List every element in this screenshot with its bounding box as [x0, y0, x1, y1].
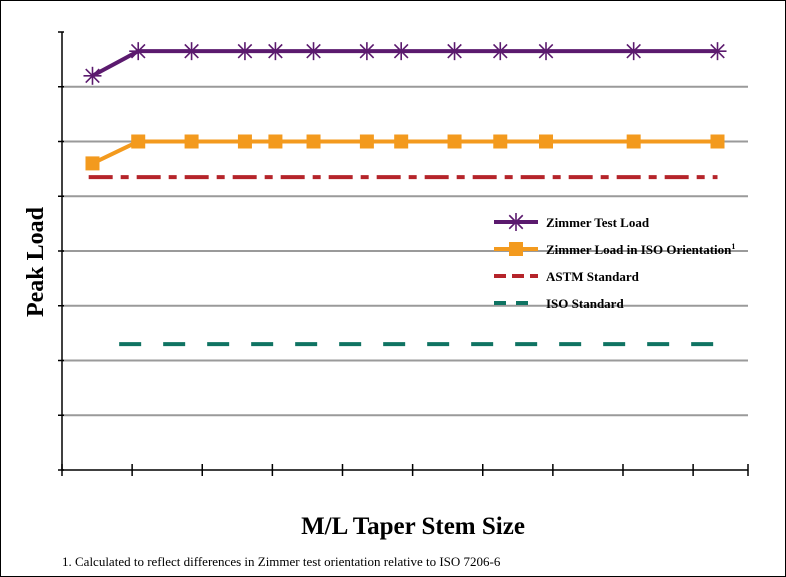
asterisk-stroke-d2: [492, 43, 508, 59]
series-2-point-2: [131, 134, 146, 149]
axes: [58, 31, 749, 476]
y-axis-label: Peak Load: [23, 206, 49, 317]
series-1-point-8: [392, 42, 411, 61]
series-1-point-13: [708, 42, 727, 61]
series-2-point-12: [626, 134, 641, 149]
series-1-point-10: [491, 42, 510, 61]
series-2-point-13: [710, 134, 725, 149]
asterisk-stroke-d2: [237, 43, 253, 59]
asterisk-stroke-d2: [447, 43, 462, 59]
legend-label-1: Zimmer Test Load: [546, 215, 650, 230]
series-2-point-3: [184, 134, 199, 149]
asterisk-stroke-d2: [393, 43, 409, 59]
legend-label-2: Zimmer Load in ISO Orientation1: [546, 242, 735, 257]
asterisk-stroke-d2: [306, 43, 321, 59]
asterisk-stroke-d2: [130, 43, 146, 59]
asterisk-stroke-d2: [626, 43, 641, 59]
series-1-point-11: [537, 42, 556, 61]
legend-item-2: Zimmer Load in ISO Orientation1: [494, 242, 735, 257]
series-2-point-8: [394, 134, 409, 149]
series-1: [83, 42, 727, 85]
asterisk-stroke-d2: [538, 43, 554, 59]
series-1-point-4: [235, 42, 254, 61]
series-1-point-12: [624, 42, 643, 61]
series-2-point-7: [359, 134, 374, 149]
legend-item-4: ISO Standard: [494, 296, 624, 311]
series-2-point-6: [306, 134, 321, 149]
series-1-point-6: [304, 42, 323, 61]
series-2-point-1: [85, 156, 100, 171]
legend-item-1: Zimmer Test Load: [494, 213, 650, 231]
legend-marker-2: [509, 242, 523, 256]
legend-label-4: ISO Standard: [546, 296, 624, 311]
series-2-point-10: [493, 134, 508, 149]
legend: Zimmer Test Load Zimmer Load in ISO Orien…: [494, 213, 735, 311]
asterisk-stroke-d2: [268, 43, 283, 59]
series-1-point-2: [129, 42, 148, 61]
legend-item-3: ASTM Standard: [494, 269, 640, 284]
series-2-point-5: [268, 134, 283, 149]
asterisk-stroke-d2: [359, 43, 375, 59]
legend-superscript: 1: [731, 242, 735, 251]
series-1-point-3: [182, 42, 201, 61]
asterisk-stroke-d2: [710, 43, 725, 59]
asterisk-stroke-d2: [508, 214, 524, 230]
footnote-text: 1. Calculated to reflect differences in …: [62, 554, 501, 569]
legend-marker-1: [507, 213, 525, 231]
series-2: [85, 134, 725, 171]
series-1-point-7: [357, 42, 376, 61]
x-axis-label: M/L Taper Stem Size: [301, 513, 525, 540]
asterisk-stroke-d2: [85, 68, 100, 84]
series-group: [83, 42, 727, 347]
legend-label-3: ASTM Standard: [546, 269, 640, 284]
series-1-point-5: [266, 42, 285, 61]
series-2-point-9: [447, 134, 462, 149]
series-2-point-11: [539, 134, 554, 149]
series-1-point-9: [445, 42, 464, 61]
asterisk-stroke-d2: [184, 43, 199, 59]
series-1-point-1: [83, 66, 102, 85]
series-2-point-4: [237, 134, 252, 149]
